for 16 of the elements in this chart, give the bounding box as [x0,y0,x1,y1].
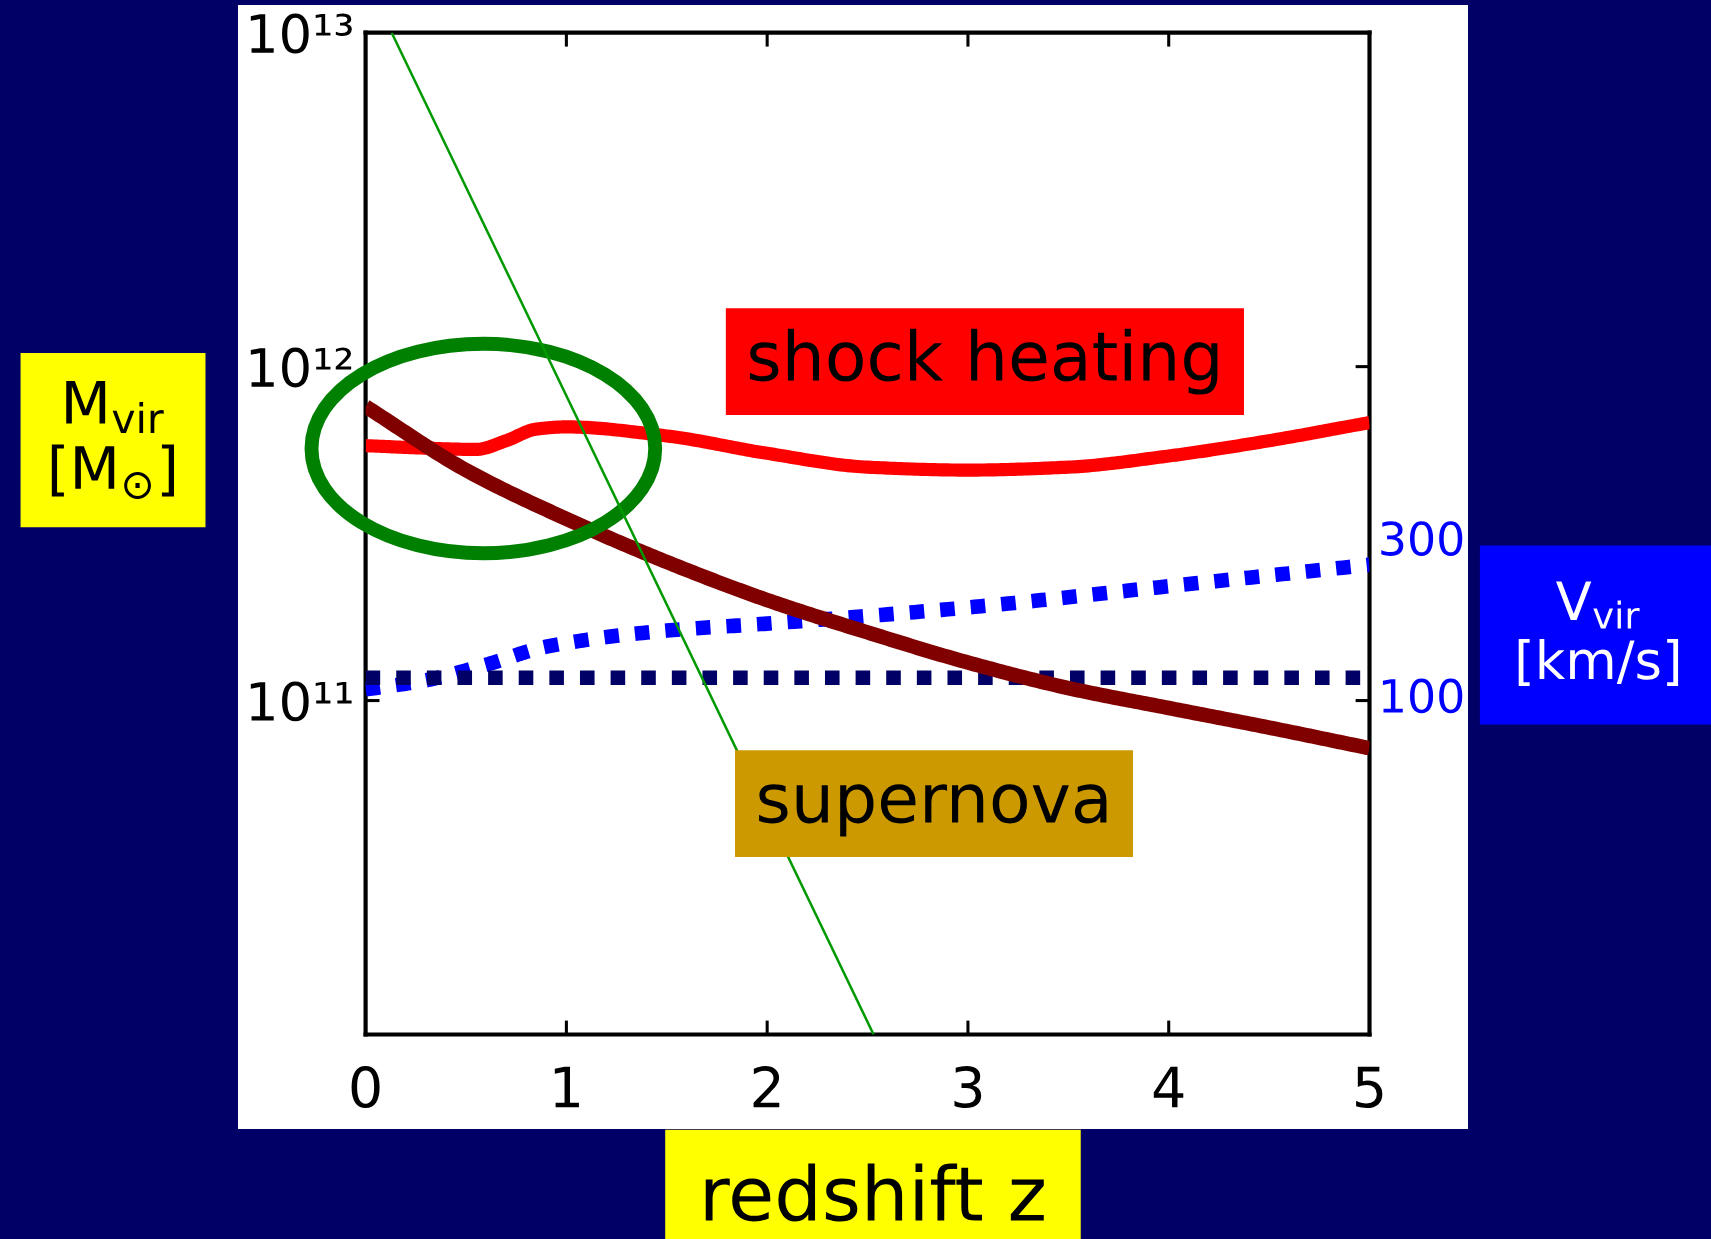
series-label: 300 [1381,521,1463,556]
x-tick-label: 5 [1356,1066,1383,1109]
y-axis-title: M$_{vir}$ [M$_{⊙}$] [51,380,175,499]
y-tick-label: 10¹¹ [250,681,352,722]
annotation: shock heating [749,328,1218,395]
x-tick-label: 0 [351,1066,380,1109]
series-label: 100 [1382,678,1463,714]
x-tick-label: 1 [554,1066,579,1108]
y-tick-label: 10¹² [250,347,352,388]
x-tick-label: 3 [954,1066,982,1109]
annotation: supernova [759,784,1107,837]
text: V$_{vir}$ [km/s] [1518,581,1679,687]
x-tick-label: 2 [753,1066,780,1108]
x-axis-title: redshift z [705,1163,1044,1222]
y-tick-label: 10¹³ [250,13,352,54]
x-tick-label: 4 [1153,1066,1184,1108]
